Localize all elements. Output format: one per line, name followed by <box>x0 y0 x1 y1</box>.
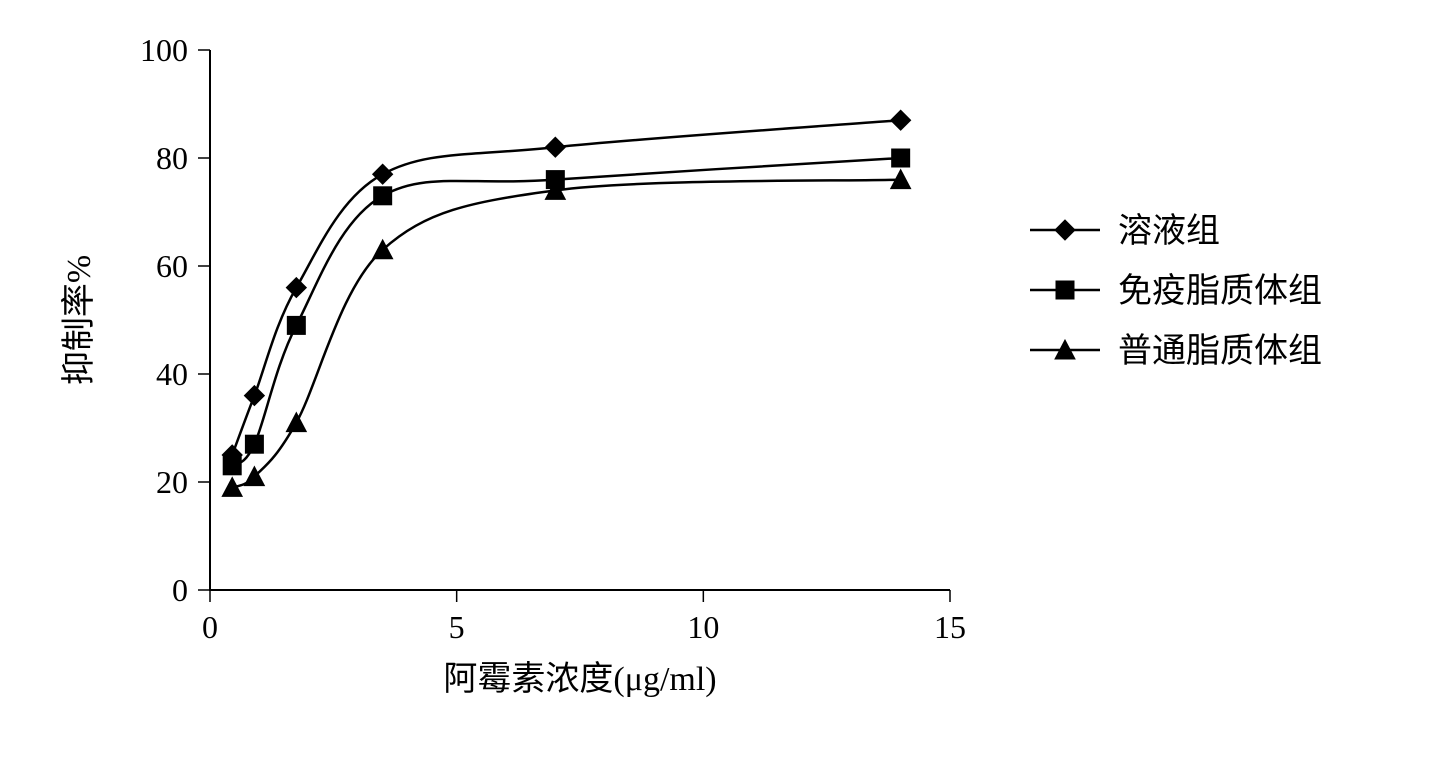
svg-text:免疫脂质体组: 免疫脂质体组 <box>1118 272 1322 310</box>
svg-text:100: 100 <box>140 32 188 68</box>
svg-text:阿霉素浓度(μg/ml): 阿霉素浓度(μg/ml) <box>443 660 716 698</box>
svg-text:15: 15 <box>934 609 966 645</box>
svg-text:20: 20 <box>156 464 188 500</box>
svg-text:溶液组: 溶液组 <box>1118 212 1220 250</box>
svg-text:普通脂质体组: 普通脂质体组 <box>1118 332 1322 370</box>
chart-container: 0 20 40 60 80 100 0 5 10 15 抑制率% 阿霉素浓度(μg/ml) 溶液组免疫脂… <box>20 20 1434 739</box>
svg-text:抑制率%: 抑制率% <box>60 255 98 385</box>
svg-text:10: 10 <box>687 609 719 645</box>
svg-text:80: 80 <box>156 140 188 176</box>
svg-text:0: 0 <box>202 609 218 645</box>
line-chart: 0 20 40 60 80 100 0 5 10 15 抑制率% 阿霉素浓度(μg/ml) 溶液组免疫脂… <box>20 20 1434 739</box>
svg-text:0: 0 <box>172 572 188 608</box>
svg-text:40: 40 <box>156 356 188 392</box>
svg-text:5: 5 <box>449 609 465 645</box>
svg-text:60: 60 <box>156 248 188 284</box>
